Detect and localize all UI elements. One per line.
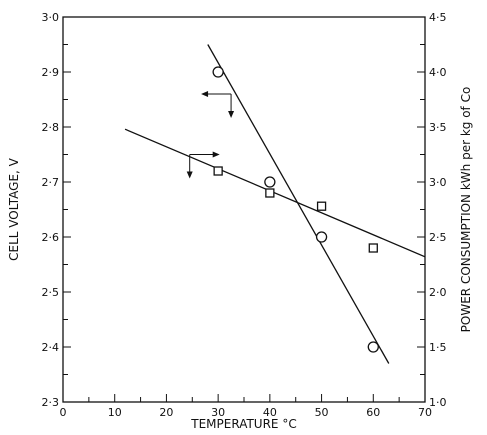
voltage-point: [315, 231, 328, 243]
y-right-axis-title: POWER CONSUMPTION kWh per kg of Co: [459, 87, 473, 333]
y-right-tick-label: 4·5: [429, 11, 447, 24]
voltage-point: [264, 176, 276, 188]
y-left-tick-label: 2·6: [42, 231, 60, 244]
y-left-tick-label: 2·9: [42, 66, 60, 79]
power-point: [368, 243, 378, 253]
power-point: [265, 188, 275, 198]
voltage-point: [367, 341, 379, 353]
y-left-tick-label: 2·8: [42, 121, 60, 134]
y-right-tick-label: 3·5: [429, 121, 447, 134]
y-left-tick-label: 2·3: [42, 396, 60, 409]
power-axis-arrow-down: [186, 171, 193, 179]
y-right-tick-label: 4·0: [429, 66, 447, 79]
voltage-point: [212, 66, 224, 78]
y-left-tick-label: 2·7: [42, 176, 60, 189]
y-left-axis-title: CELL VOLTAGE, V: [7, 157, 21, 261]
voltage-axis-arrow-left: [201, 91, 209, 97]
y-left-tick-label: 3·0: [42, 11, 60, 24]
x-tick-label: 40: [263, 406, 277, 419]
power-fit-line: [124, 128, 426, 258]
y-right-tick-label: 1·5: [429, 341, 447, 354]
x-tick-label: 10: [108, 406, 122, 419]
x-tick-label: 70: [418, 406, 432, 419]
y-left-tick-label: 2·4: [42, 341, 60, 354]
voltage-axis-arrow-down: [228, 111, 235, 118]
y-right-tick-label: 3·0: [429, 176, 447, 189]
y-left-tick-label: 2·5: [42, 286, 60, 299]
power-point: [316, 201, 327, 211]
x-tick-label: 30: [211, 406, 225, 419]
power-point: [213, 166, 223, 176]
x-tick-label: 20: [159, 406, 173, 419]
y-right-tick-label: 1·0: [429, 396, 447, 409]
x-axis-title: TEMPERATURE °C: [190, 417, 296, 431]
x-tick-label: 60: [366, 406, 380, 419]
x-tick-label: 0: [60, 406, 67, 419]
x-tick-label: 50: [315, 406, 329, 419]
voltage-fit-line: [207, 44, 390, 364]
y-right-tick-label: 2·0: [429, 286, 447, 299]
y-right-tick-label: 2·5: [429, 231, 447, 244]
power-axis-arrow-right: [212, 151, 220, 158]
